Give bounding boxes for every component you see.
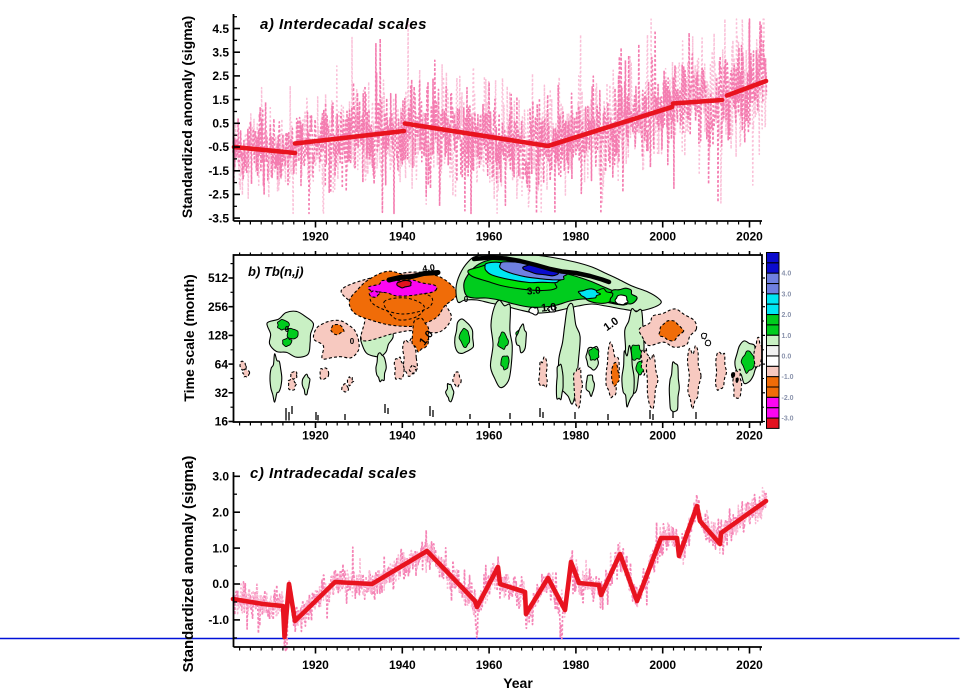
svg-text:512: 512: [208, 271, 228, 285]
svg-text:-1.5: -1.5: [208, 164, 229, 178]
svg-text:3.0: 3.0: [782, 291, 792, 298]
svg-text:2000: 2000: [649, 658, 676, 672]
svg-text:32: 32: [215, 386, 229, 400]
svg-text:2.0: 2.0: [212, 505, 229, 519]
svg-text:-2.5: -2.5: [208, 188, 229, 202]
svg-text:2.5: 2.5: [212, 69, 229, 83]
svg-text:-0.5: -0.5: [208, 140, 229, 154]
svg-text:1.0: 1.0: [212, 541, 229, 555]
svg-text:2000: 2000: [649, 429, 676, 443]
svg-text:0.0: 0.0: [212, 577, 229, 591]
svg-text:3.0: 3.0: [526, 285, 541, 297]
svg-text:128: 128: [208, 329, 228, 343]
svg-text:-1.0: -1.0: [208, 613, 229, 627]
svg-text:Year: Year: [503, 675, 533, 691]
svg-text:1980: 1980: [563, 230, 590, 244]
svg-text:2.0: 2.0: [782, 312, 792, 319]
svg-text:-2.0: -2.0: [782, 395, 794, 402]
svg-text:0.5: 0.5: [212, 117, 229, 131]
svg-text:Standardized anomaly (sigma): Standardized anomaly (sigma): [180, 456, 197, 673]
svg-text:b) Tb(n,j): b) Tb(n,j): [248, 264, 304, 279]
svg-text:1.0: 1.0: [782, 333, 792, 340]
svg-text:1940: 1940: [389, 658, 416, 672]
svg-text:2020: 2020: [736, 429, 763, 443]
svg-text:16: 16: [215, 415, 229, 429]
svg-text:-3.0: -3.0: [782, 416, 794, 423]
svg-text:0: 0: [350, 337, 355, 346]
svg-text:4.5: 4.5: [212, 22, 229, 36]
svg-text:1920: 1920: [302, 230, 329, 244]
svg-text:1960: 1960: [476, 429, 503, 443]
svg-text:1960: 1960: [476, 658, 503, 672]
svg-text:Standardized anomaly (sigma): Standardized anomaly (sigma): [179, 16, 195, 218]
svg-text:0: 0: [285, 325, 290, 334]
svg-text:a) Interdecadal scales: a) Interdecadal scales: [260, 16, 427, 33]
svg-text:3.0: 3.0: [212, 470, 229, 484]
svg-text:2020: 2020: [736, 230, 763, 244]
svg-text:-3.5: -3.5: [208, 211, 229, 225]
svg-text:4.0: 4.0: [782, 271, 792, 278]
svg-text:-1.0: -1.0: [782, 374, 794, 381]
svg-text:3.5: 3.5: [212, 45, 229, 59]
svg-text:256: 256: [208, 300, 228, 314]
svg-text:1940: 1940: [389, 429, 416, 443]
svg-text:1.0: 1.0: [541, 301, 557, 314]
svg-text:1980: 1980: [563, 429, 590, 443]
svg-text:1940: 1940: [389, 230, 416, 244]
svg-text:2020: 2020: [736, 658, 763, 672]
svg-text:0.0: 0.0: [782, 354, 792, 361]
svg-text:1920: 1920: [302, 658, 329, 672]
svg-text:Time scale (month): Time scale (month): [181, 274, 197, 401]
svg-text:c) Intradecadal scales: c) Intradecadal scales: [250, 465, 417, 482]
svg-text:0: 0: [464, 295, 469, 304]
svg-text:1980: 1980: [563, 658, 590, 672]
svg-text:64: 64: [215, 357, 229, 371]
svg-text:1.5: 1.5: [212, 93, 229, 107]
svg-text:4.0: 4.0: [422, 262, 436, 274]
svg-text:1960: 1960: [476, 230, 503, 244]
svg-text:2000: 2000: [649, 230, 676, 244]
svg-text:1920: 1920: [302, 429, 329, 443]
